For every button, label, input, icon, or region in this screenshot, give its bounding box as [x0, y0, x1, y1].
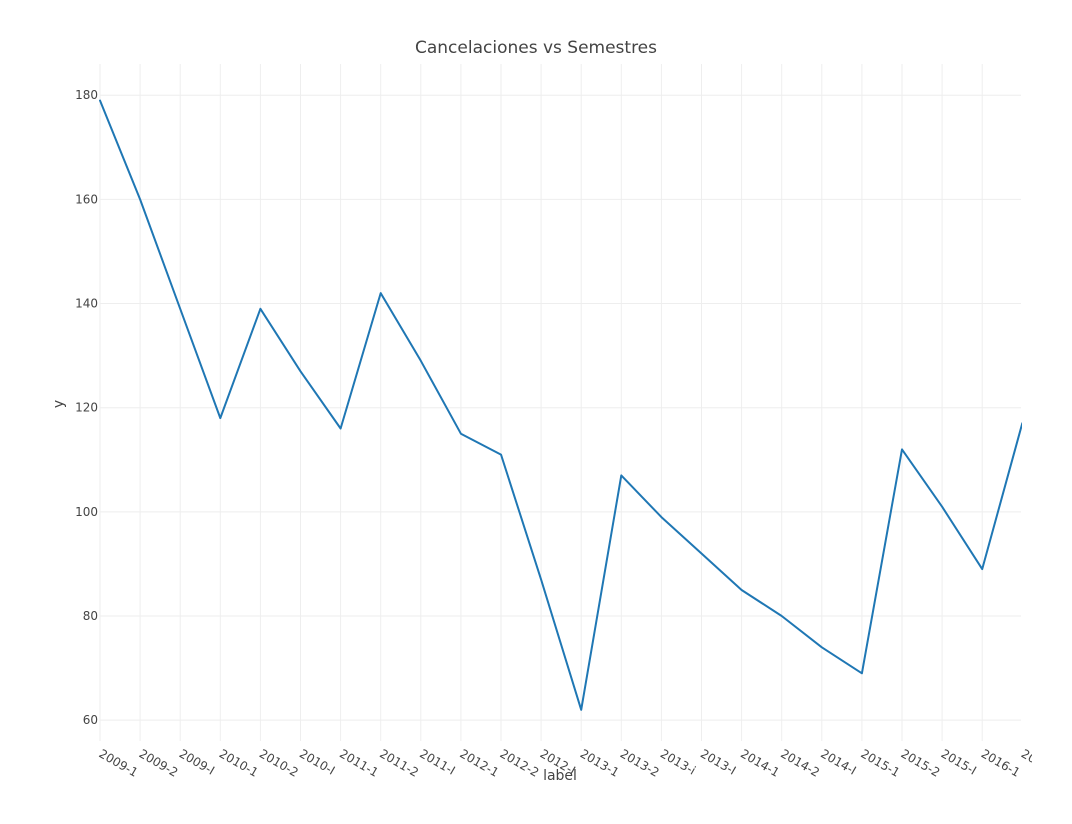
y-tick-label: 80 [83, 609, 98, 623]
x-tick-label: 2013-I [698, 746, 738, 777]
x-tick-label: 2011-1 [337, 746, 381, 779]
x-tick-label: 2014-2 [778, 746, 822, 779]
x-tick-label: 20 [1019, 746, 1039, 766]
y-tick-label: 60 [83, 713, 98, 727]
x-tick-label: 2014-1 [738, 746, 782, 779]
vertical-gridlines [99, 64, 983, 741]
x-axis-title: label [543, 768, 577, 784]
y-axis-title: y [51, 400, 67, 408]
x-tick-label: 2013-2 [618, 746, 662, 779]
series-layer [99, 99, 1022, 711]
x-tick-label: 2015-2 [899, 746, 943, 779]
x-tick-label: 2011-2 [377, 746, 421, 779]
x-tick-label: 2011-I [417, 746, 457, 777]
x-tick-label: 2015-1 [858, 746, 902, 779]
x-tick-label: 2016-1 [979, 746, 1023, 779]
horizontal-gridlines [100, 94, 1021, 721]
x-tick-label: 2010-1 [217, 746, 261, 779]
x-tick-label: 2009-2 [137, 746, 181, 779]
y-tick-label: 180 [75, 88, 98, 102]
y-tick-label: 160 [75, 192, 98, 206]
x-tick-label: 2014-I [818, 746, 858, 777]
y-tick-label: 140 [75, 297, 98, 311]
y-tick-labels: 60 80 100 120 140 160 180 [75, 88, 98, 727]
x-tick-label: 2012-2 [498, 746, 542, 779]
y-tick-label: 120 [75, 401, 98, 415]
x-tick-label: 2013-i [658, 746, 698, 777]
x-tick-label: 2015-I [939, 746, 979, 777]
x-tick-label: 2012-1 [457, 746, 501, 779]
series-line [99, 99, 1022, 711]
x-tick-label: 2009-1 [97, 746, 141, 779]
x-tick-label: 2010-2 [257, 746, 301, 779]
x-tick-label: 2009-I [177, 746, 217, 777]
x-tick-label: 2010-I [297, 746, 337, 777]
y-tick-label: 100 [75, 505, 98, 519]
x-tick-label: 2013-1 [578, 746, 622, 779]
chart-title: Cancelaciones vs Semestres [415, 38, 657, 58]
